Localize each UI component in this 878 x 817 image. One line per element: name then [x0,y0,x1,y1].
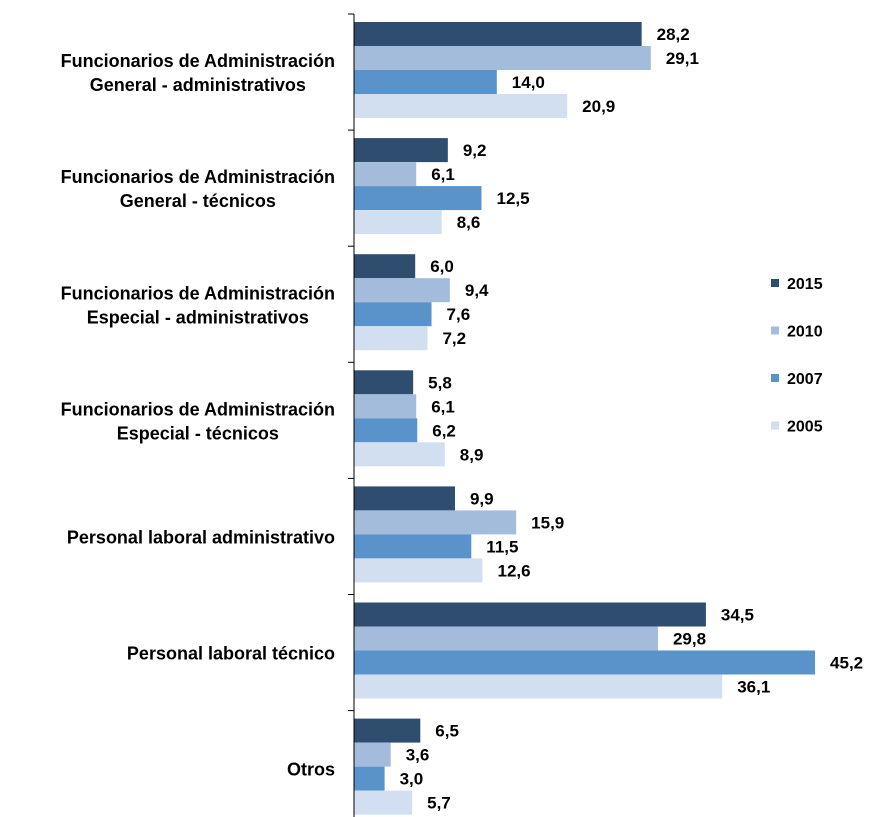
category-label-1: Funcionarios de Administración General - … [61,51,335,95]
legend-swatch-2005 [771,421,779,430]
value-label-2005-1: 20,9 [582,97,615,116]
value-label-2010-6: 29,8 [673,630,706,649]
bar-2005-7 [354,790,413,815]
bar-2015-3 [354,254,416,279]
value-label-2005-3: 7,2 [442,329,466,348]
bar-2010-1 [354,46,651,70]
value-label-2010-5: 15,9 [531,513,564,532]
bar-2007-4 [354,418,418,443]
bar-2005-6 [354,674,723,699]
bar-2010-4 [354,394,417,419]
bar-2005-5 [354,558,483,583]
legend-label-2005: 2005 [787,419,823,436]
bar-2015-4 [354,370,414,395]
bar-2010-3 [354,278,450,303]
value-label-2015-3: 6,0 [430,257,454,276]
legend-label-2007: 2007 [787,371,823,388]
bars-group [354,22,816,815]
category-axis [348,13,355,817]
legend-swatch-2007 [771,374,779,382]
value-label-2007-3: 7,6 [447,305,471,324]
bar-2007-5 [354,534,472,559]
bar-2010-2 [354,162,417,187]
legend-swatch-2010 [771,326,779,335]
value-label-2007-2: 12,5 [497,189,530,208]
bar-2010-6 [354,626,658,651]
category-label-4: Funcionarios de Administración Especial -… [61,399,335,443]
value-label-2015-7: 6,5 [435,722,459,741]
category-label-6: Personal laboral técnico [127,644,335,664]
value-label-2007-1: 14,0 [512,73,545,92]
value-label-2015-6: 34,5 [721,606,754,625]
bar-2015-1 [354,22,642,46]
bar-2007-7 [354,766,385,791]
bar-2010-7 [354,742,391,767]
value-label-2007-6: 45,2 [830,654,863,673]
bar-2005-3 [354,326,428,351]
value-label-2010-4: 6,1 [431,397,455,416]
value-label-2015-5: 9,9 [470,489,494,508]
value-label-2005-4: 8,9 [460,445,484,464]
bar-2015-6 [354,602,706,627]
value-label-2005-7: 5,7 [427,794,451,813]
value-label-2010-3: 9,4 [465,281,489,300]
legend: 2015 2010 2007 2005 [771,276,823,436]
value-label-2010-1: 29,1 [666,49,699,68]
category-label-5: Personal laboral administrativo [67,527,335,547]
value-label-2005-6: 36,1 [737,678,770,697]
bar-2007-2 [354,186,482,211]
bar-2005-1 [354,94,568,118]
bar-2010-5 [354,510,517,535]
value-label-2010-2: 6,1 [431,165,455,184]
bar-2015-7 [354,718,421,743]
category-label-7: Otros [287,760,335,780]
bar-2007-1 [354,70,497,94]
category-label-2: Funcionarios de Administración General - … [61,167,335,211]
bar-2015-2 [354,138,448,163]
bar-2007-6 [354,650,816,675]
bar-2005-4 [354,442,445,467]
value-label-2005-2: 8,6 [457,213,481,232]
value-label-2015-1: 28,2 [657,25,690,44]
bar-2005-2 [354,210,442,235]
category-labels-group: Funcionarios de Administración General - … [61,51,335,780]
legend-label-2015: 2015 [787,276,823,293]
value-label-2007-5: 11,5 [486,537,518,556]
value-label-2015-2: 9,2 [463,141,487,160]
value-label-2005-5: 12,6 [498,561,531,580]
bar-2007-3 [354,302,432,327]
value-label-2010-7: 3,6 [406,746,430,765]
category-label-3: Funcionarios de Administración Especial -… [61,283,335,327]
value-label-2007-4: 6,2 [432,421,456,440]
value-labels-group: 28,2 29,1 14,0 20,9 9,2 6,1 12,5 8,6 6,0 9,4 7,6 7,… [400,25,864,813]
value-label-2007-7: 3,0 [400,770,424,789]
bar-2015-5 [354,486,455,511]
value-label-2015-4: 5,8 [428,373,452,392]
legend-swatch-2015 [771,279,779,287]
legend-label-2010: 2010 [787,324,823,341]
